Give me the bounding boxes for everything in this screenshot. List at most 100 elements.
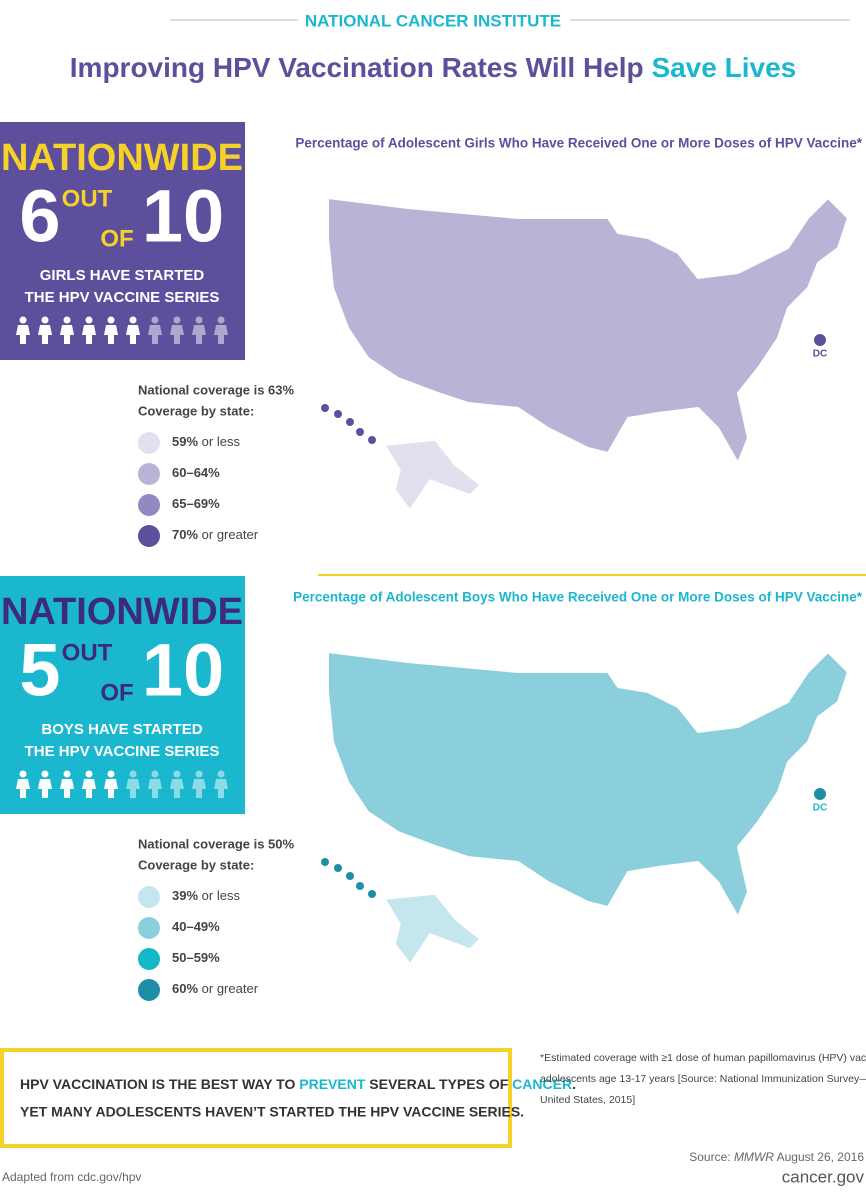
person-icon xyxy=(214,770,228,798)
icon-body xyxy=(170,325,184,344)
icon-head xyxy=(63,316,71,324)
callout-segment: HPV VACCINATION IS THE BEST WAY TO xyxy=(20,1076,299,1092)
legend-swatch xyxy=(138,525,160,547)
legend-label: 60% or greater xyxy=(172,981,259,996)
hawaii xyxy=(334,410,342,418)
legend-bold: 40–49% xyxy=(172,919,220,934)
source-prefix: Source: xyxy=(689,1150,734,1164)
caption: BOYS HAVE STARTED xyxy=(41,721,202,738)
denominator: 10 xyxy=(142,629,224,712)
national-coverage: National coverage is 50% xyxy=(138,836,295,851)
site: cancer.gov xyxy=(782,1167,865,1186)
dc-marker xyxy=(814,334,826,346)
caption: THE HPV VACCINE SERIES xyxy=(25,289,220,306)
legend-swatch xyxy=(138,948,160,970)
person-icon xyxy=(82,316,96,344)
icon-head xyxy=(19,770,27,778)
icon-body xyxy=(82,779,96,798)
icon-body xyxy=(104,779,118,798)
person-icon xyxy=(126,316,140,344)
numerator: 5 xyxy=(19,629,60,712)
hawaii xyxy=(356,882,364,890)
legend-bold: 70% xyxy=(172,527,198,542)
callout-line: YET MANY ADOLESCENTS HAVEN’T STARTED THE… xyxy=(20,1104,524,1120)
stat-box xyxy=(0,576,245,814)
legend-label: 40–49% xyxy=(172,919,220,934)
hawaii xyxy=(368,890,376,898)
icon-head xyxy=(41,316,49,324)
legend-text: or greater xyxy=(202,981,259,996)
person-icon xyxy=(60,316,74,344)
coverage-by-state: Coverage by state: xyxy=(138,857,254,872)
icon-head xyxy=(63,770,71,778)
icon-body xyxy=(214,779,228,798)
icon-body xyxy=(38,779,52,798)
legend-bold: 39% xyxy=(172,888,198,903)
alaska xyxy=(383,893,482,966)
person-icon xyxy=(170,316,184,344)
icon-body xyxy=(214,325,228,344)
person-icon xyxy=(82,770,96,798)
stat-box xyxy=(0,122,245,360)
legend-label: 60–64% xyxy=(172,465,220,480)
icon-body xyxy=(38,325,52,344)
hawaii xyxy=(321,858,329,866)
icon-head xyxy=(173,770,181,778)
legend-label: 70% or greater xyxy=(172,527,259,542)
legend-text: or less xyxy=(202,434,241,449)
us-map xyxy=(327,196,850,466)
out: OUT xyxy=(62,639,113,666)
person-icon xyxy=(38,316,52,344)
dc-marker xyxy=(814,788,826,800)
legend-swatch xyxy=(138,979,160,1001)
person-icon xyxy=(148,316,162,344)
icon-head xyxy=(129,316,137,324)
dc-label: DC xyxy=(813,349,827,360)
icon-head xyxy=(107,770,115,778)
icon-head xyxy=(151,770,159,778)
callout-line: HPV VACCINATION IS THE BEST WAY TO PREVE… xyxy=(20,1076,576,1092)
alaska xyxy=(383,439,482,512)
denominator: 10 xyxy=(142,175,224,258)
icon-body xyxy=(148,325,162,344)
nationwide: NATIONWIDE xyxy=(1,137,243,179)
title: Improving HPV Vaccination Rates Will Hel… xyxy=(70,52,644,83)
icon-body xyxy=(16,325,30,344)
callout-box xyxy=(0,1048,512,1148)
hawaii xyxy=(368,436,376,444)
national-coverage: National coverage is 63% xyxy=(138,382,295,397)
callout-segment: . xyxy=(572,1076,576,1092)
source-date: August 26, 2016 xyxy=(774,1150,864,1164)
callout-segment: CANCER xyxy=(512,1076,572,1092)
coverage-by-state: Coverage by state: xyxy=(138,403,254,418)
legend-bold: 60–64% xyxy=(172,465,220,480)
legend-swatch xyxy=(138,494,160,516)
footnote: *Estimated coverage with ≥1 dose of huma… xyxy=(540,1052,866,1064)
icon-head xyxy=(195,770,203,778)
icon-head xyxy=(151,316,159,324)
legend-swatch xyxy=(138,432,160,454)
legend-text: or greater xyxy=(202,527,259,542)
icon-body xyxy=(60,779,74,798)
person-icon xyxy=(214,316,228,344)
person-icon xyxy=(60,770,74,798)
hawaii xyxy=(334,864,342,872)
icon-body xyxy=(192,779,206,798)
icon-body xyxy=(82,325,96,344)
legend-bold: 59% xyxy=(172,434,198,449)
legend-label: 39% or less xyxy=(172,888,240,903)
legend-bold: 65–69% xyxy=(172,496,220,511)
icon-body xyxy=(16,779,30,798)
icon-head xyxy=(85,316,93,324)
callout-segment: PREVENT xyxy=(299,1076,366,1092)
caption: GIRLS HAVE STARTED xyxy=(40,267,205,284)
callout-segment: SEVERAL TYPES OF xyxy=(365,1076,512,1092)
us-map xyxy=(327,650,850,920)
hawaii xyxy=(356,428,364,436)
icon-head xyxy=(195,316,203,324)
icon-body xyxy=(148,779,162,798)
icon-head xyxy=(41,770,49,778)
icon-body xyxy=(104,325,118,344)
person-icon xyxy=(16,770,30,798)
